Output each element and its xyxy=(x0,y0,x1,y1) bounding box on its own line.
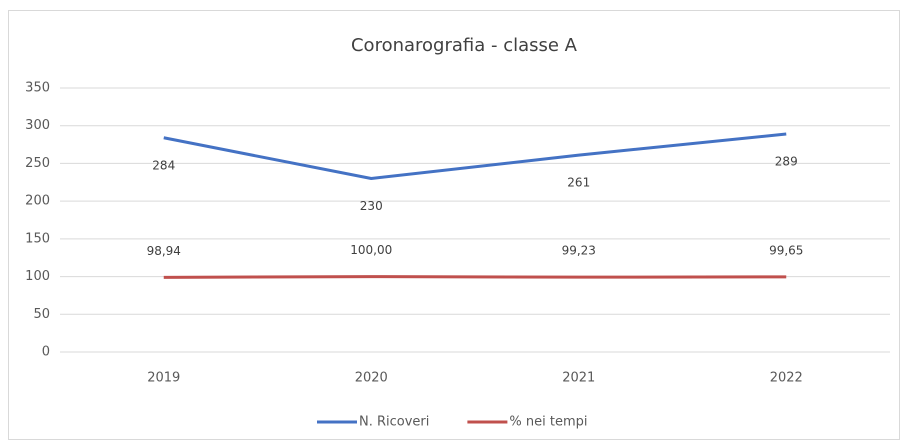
data-label: 100,00 xyxy=(350,243,392,257)
x-tick-label: 2022 xyxy=(770,371,803,386)
x-tick-label: 2019 xyxy=(147,371,180,386)
x-tick-label: 2020 xyxy=(355,371,388,386)
y-tick-label: 0 xyxy=(42,345,50,360)
data-label: 98,94 xyxy=(147,244,181,258)
data-label: 289 xyxy=(775,155,798,169)
data-label: 230 xyxy=(360,199,383,213)
y-tick-label: 150 xyxy=(25,231,50,246)
series-line xyxy=(163,275,787,279)
y-tick-label: 300 xyxy=(25,118,50,133)
y-tick-label: 250 xyxy=(25,156,50,171)
legend-label: % nei tempi xyxy=(509,415,587,430)
chart-title: Coronarografia - classe A xyxy=(351,35,578,56)
data-label: 99,23 xyxy=(562,244,596,258)
y-tick-label: 50 xyxy=(33,307,50,322)
series-line xyxy=(163,132,787,181)
data-label: 284 xyxy=(152,158,175,172)
data-label: 261 xyxy=(567,176,590,190)
y-tick-label: 350 xyxy=(25,81,50,96)
y-tick-label: 100 xyxy=(25,269,50,284)
legend-label: N. Ricoveri xyxy=(359,415,429,430)
data-label: 99,65 xyxy=(769,243,803,257)
chart-border xyxy=(8,10,900,440)
y-tick-label: 200 xyxy=(25,194,50,209)
x-tick-label: 2021 xyxy=(562,371,595,386)
